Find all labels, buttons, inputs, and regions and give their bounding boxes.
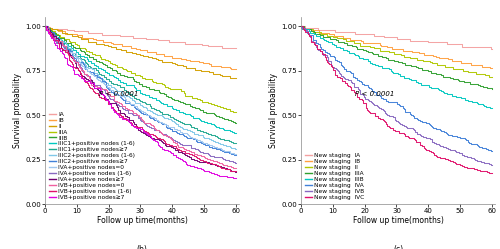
Text: P < 0.0001: P < 0.0001	[356, 91, 395, 97]
Legend: New staging  IA, New staging  IB, New staging  II, New staging  IIIA, New stagin: New staging IA, New staging IB, New stag…	[304, 152, 366, 201]
X-axis label: Follow up time(months): Follow up time(months)	[96, 216, 188, 225]
Legend: IA, IB, II, IIIA, IIIB, IIIC1+positive nodes (1-6), IIIC1+positive nodes≥7, IIIC: IA, IB, II, IIIA, IIIB, IIIC1+positive n…	[48, 110, 136, 201]
Text: (b): (b)	[136, 245, 147, 249]
Y-axis label: Survival probability: Survival probability	[270, 73, 278, 148]
Y-axis label: Survival probability: Survival probability	[14, 73, 22, 148]
Text: P < 0.0001: P < 0.0001	[100, 91, 138, 97]
X-axis label: Follow up time(months): Follow up time(months)	[352, 216, 444, 225]
Text: (c): (c)	[393, 245, 403, 249]
